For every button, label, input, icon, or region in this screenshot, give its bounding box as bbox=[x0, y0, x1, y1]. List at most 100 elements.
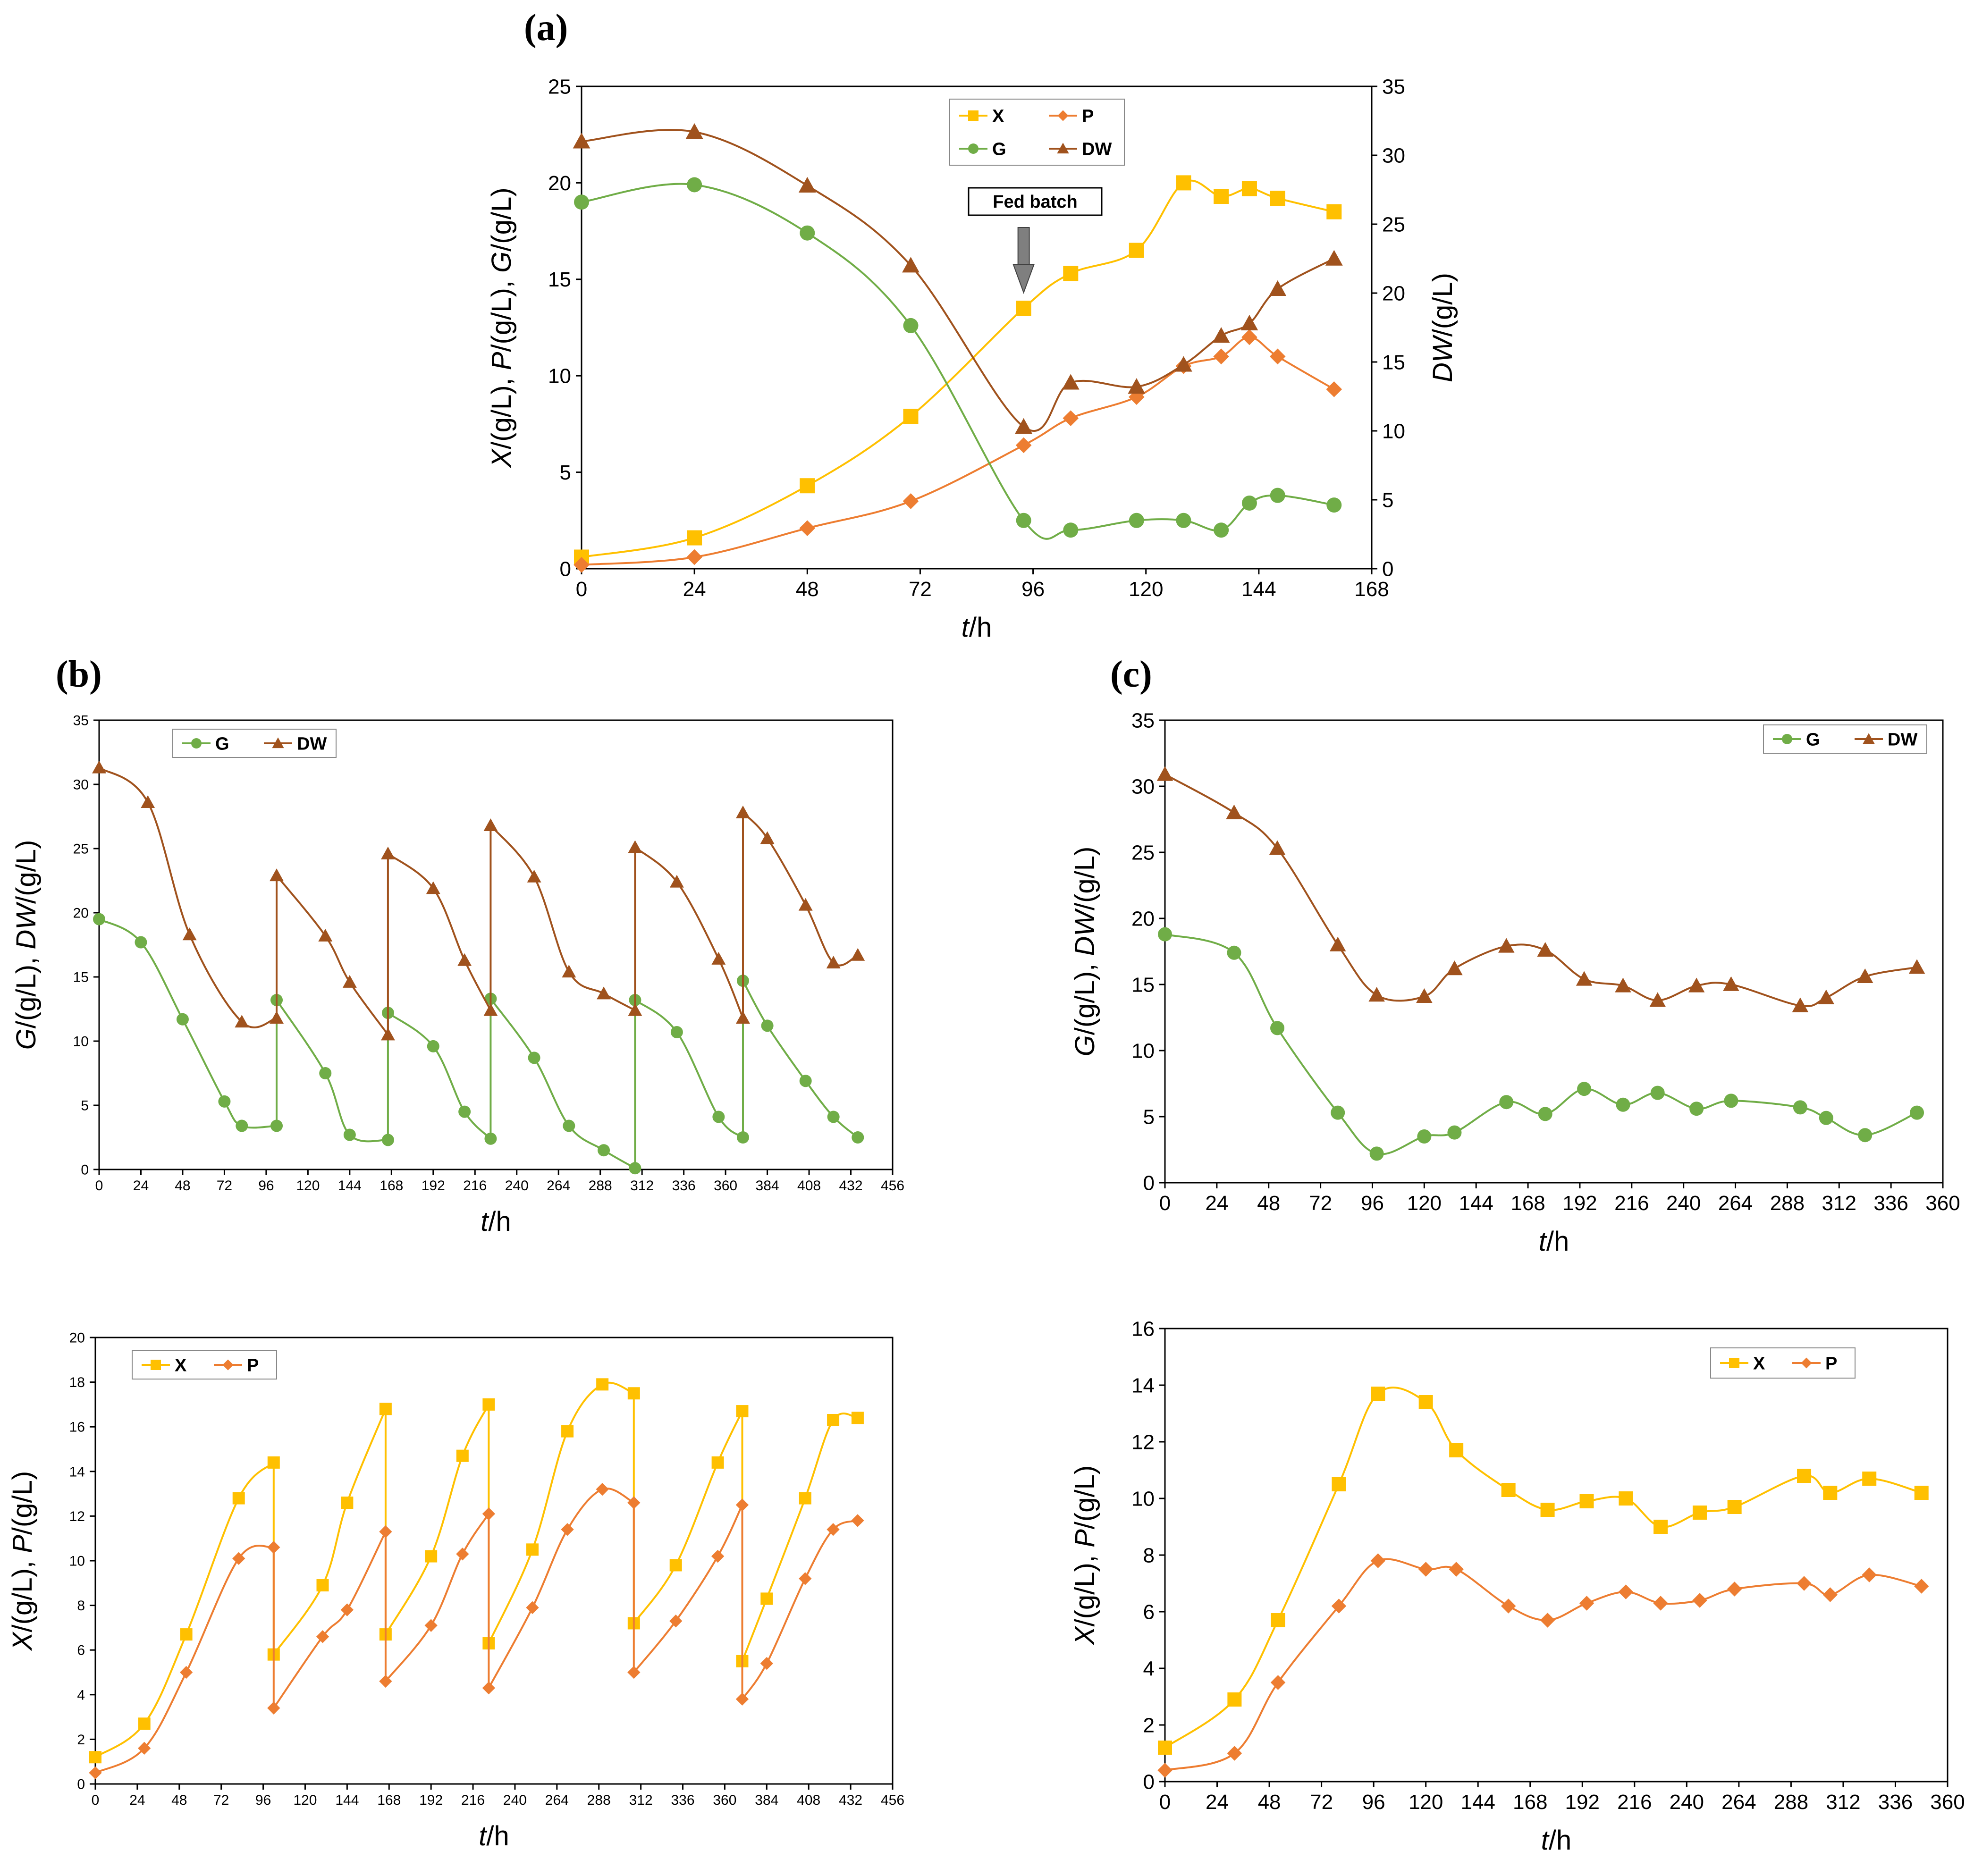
data-point-G bbox=[1369, 1146, 1384, 1161]
y2-tick-label: 10 bbox=[1382, 420, 1405, 443]
data-point-DW bbox=[1688, 977, 1705, 993]
x-tick-label: 192 bbox=[422, 1178, 445, 1194]
annotation-text: Fed batch bbox=[993, 192, 1077, 212]
y-tick-label: 0 bbox=[1143, 1171, 1155, 1195]
x-tick-label: 168 bbox=[1510, 1192, 1545, 1215]
data-point-G bbox=[176, 1013, 189, 1026]
data-point-X bbox=[1371, 1387, 1385, 1401]
plot-frame bbox=[1164, 1328, 1949, 1783]
data-point-G bbox=[1129, 513, 1144, 528]
x-tick-label: 432 bbox=[839, 1792, 862, 1808]
data-point-P bbox=[1862, 1567, 1877, 1582]
x-tick-label: 360 bbox=[1930, 1791, 1965, 1814]
chart-c-top: (c) 0 24 48 72 96 120 144 168 192 216 240 264 288 312 3… bbox=[1070, 654, 1960, 1257]
y-tick-label: 10 bbox=[69, 1554, 85, 1569]
data-point-G bbox=[799, 1075, 812, 1087]
data-point-G bbox=[270, 1119, 283, 1132]
legend-label-G: G bbox=[215, 734, 229, 754]
series-P bbox=[89, 1482, 864, 1779]
data-point-DW bbox=[1723, 976, 1739, 991]
data-point-P bbox=[735, 1498, 749, 1512]
series-X bbox=[89, 1378, 864, 1764]
y-tick-label: 35 bbox=[73, 713, 89, 729]
y-tick-label: 18 bbox=[69, 1375, 85, 1390]
legend-label-X: X bbox=[992, 107, 1004, 126]
data-point-DW bbox=[597, 986, 611, 1000]
data-point-X bbox=[1540, 1503, 1555, 1517]
data-point-G bbox=[1650, 1085, 1665, 1100]
x-tick-label: 360 bbox=[713, 1792, 736, 1808]
x-tick-label: 120 bbox=[1407, 1192, 1442, 1215]
data-point-DW bbox=[1212, 327, 1230, 343]
legend-label-X: X bbox=[1753, 1354, 1765, 1374]
data-point-X bbox=[1016, 301, 1031, 316]
legend-marker-DW bbox=[1057, 143, 1069, 154]
data-point-DW bbox=[685, 123, 703, 139]
data-point-X bbox=[596, 1378, 609, 1391]
x-tick-label: 168 bbox=[380, 1178, 403, 1194]
data-point-P bbox=[267, 1701, 280, 1715]
data-point-DW bbox=[1156, 766, 1173, 781]
data-point-P bbox=[1370, 1553, 1386, 1568]
x-tick-label: 24 bbox=[129, 1792, 145, 1808]
data-point-P bbox=[89, 1766, 102, 1779]
data-point-X bbox=[627, 1387, 640, 1400]
data-point-G bbox=[1016, 513, 1031, 528]
data-point-X bbox=[669, 1559, 682, 1572]
y-tick-label: 14 bbox=[1131, 1374, 1155, 1397]
y-axis-label: X/(g/L), P/(g/L) bbox=[1070, 1465, 1100, 1646]
x-tick-label: 360 bbox=[1925, 1192, 1960, 1215]
data-point-DW bbox=[1576, 971, 1593, 986]
series-line-X bbox=[94, 1381, 858, 1758]
x-tick-label: 432 bbox=[839, 1178, 862, 1194]
data-point-X bbox=[687, 530, 702, 546]
data-point-X bbox=[760, 1592, 773, 1605]
data-point-P bbox=[1653, 1596, 1668, 1611]
data-point-P bbox=[482, 1681, 496, 1695]
chart-a: (a)0 24 48 72 96 120 144 1680510152025051015202… bbox=[486, 7, 1458, 643]
data-point-DW bbox=[736, 1011, 750, 1024]
data-point-G bbox=[381, 1134, 394, 1146]
data-point-G bbox=[1417, 1129, 1432, 1144]
data-point-G bbox=[800, 225, 815, 241]
data-point-DW bbox=[426, 881, 440, 894]
data-point-G bbox=[458, 1105, 471, 1118]
data-point-X bbox=[1501, 1483, 1516, 1497]
y-tick-label: 20 bbox=[73, 906, 89, 921]
x-tick-label: 168 bbox=[1513, 1791, 1547, 1814]
data-point-P bbox=[1326, 381, 1342, 397]
data-point-G bbox=[1858, 1128, 1873, 1143]
data-point-DW bbox=[798, 177, 816, 193]
data-point-G bbox=[1910, 1105, 1924, 1120]
data-point-G bbox=[1447, 1125, 1462, 1140]
data-point-G bbox=[135, 936, 147, 949]
data-point-G bbox=[1577, 1082, 1592, 1096]
x-axis-label: t/h bbox=[962, 612, 992, 643]
series-line-G bbox=[1164, 933, 1917, 1155]
data-point-DW bbox=[270, 1011, 284, 1024]
x-tick-label: 216 bbox=[461, 1792, 485, 1808]
data-point-X bbox=[425, 1550, 438, 1563]
legend-marker-DW bbox=[1863, 733, 1875, 744]
series-line-G bbox=[581, 183, 1334, 540]
data-point-DW bbox=[483, 818, 498, 831]
data-point-DW bbox=[1649, 992, 1666, 1007]
x-tick-label: 312 bbox=[1826, 1791, 1860, 1814]
x-tick-label: 360 bbox=[714, 1178, 737, 1194]
data-point-X bbox=[1063, 266, 1079, 281]
data-point-P bbox=[138, 1741, 151, 1755]
data-point-P bbox=[561, 1523, 574, 1536]
data-point-DW bbox=[1368, 987, 1385, 1002]
data-point-P bbox=[799, 1572, 812, 1585]
data-point-DW bbox=[1175, 356, 1192, 372]
data-point-X bbox=[1332, 1477, 1346, 1491]
x-tick-label: 288 bbox=[587, 1792, 611, 1808]
data-point-G bbox=[1724, 1094, 1738, 1108]
data-point-P bbox=[1157, 1763, 1173, 1778]
y-tick-label: 10 bbox=[73, 1034, 89, 1050]
y-tick-label: 8 bbox=[1143, 1544, 1155, 1567]
y2-tick-label: 30 bbox=[1382, 144, 1405, 167]
x-axis-label: t/h bbox=[481, 1206, 511, 1237]
data-point-DW bbox=[1269, 280, 1287, 296]
x-tick-label: 96 bbox=[1361, 1192, 1384, 1215]
